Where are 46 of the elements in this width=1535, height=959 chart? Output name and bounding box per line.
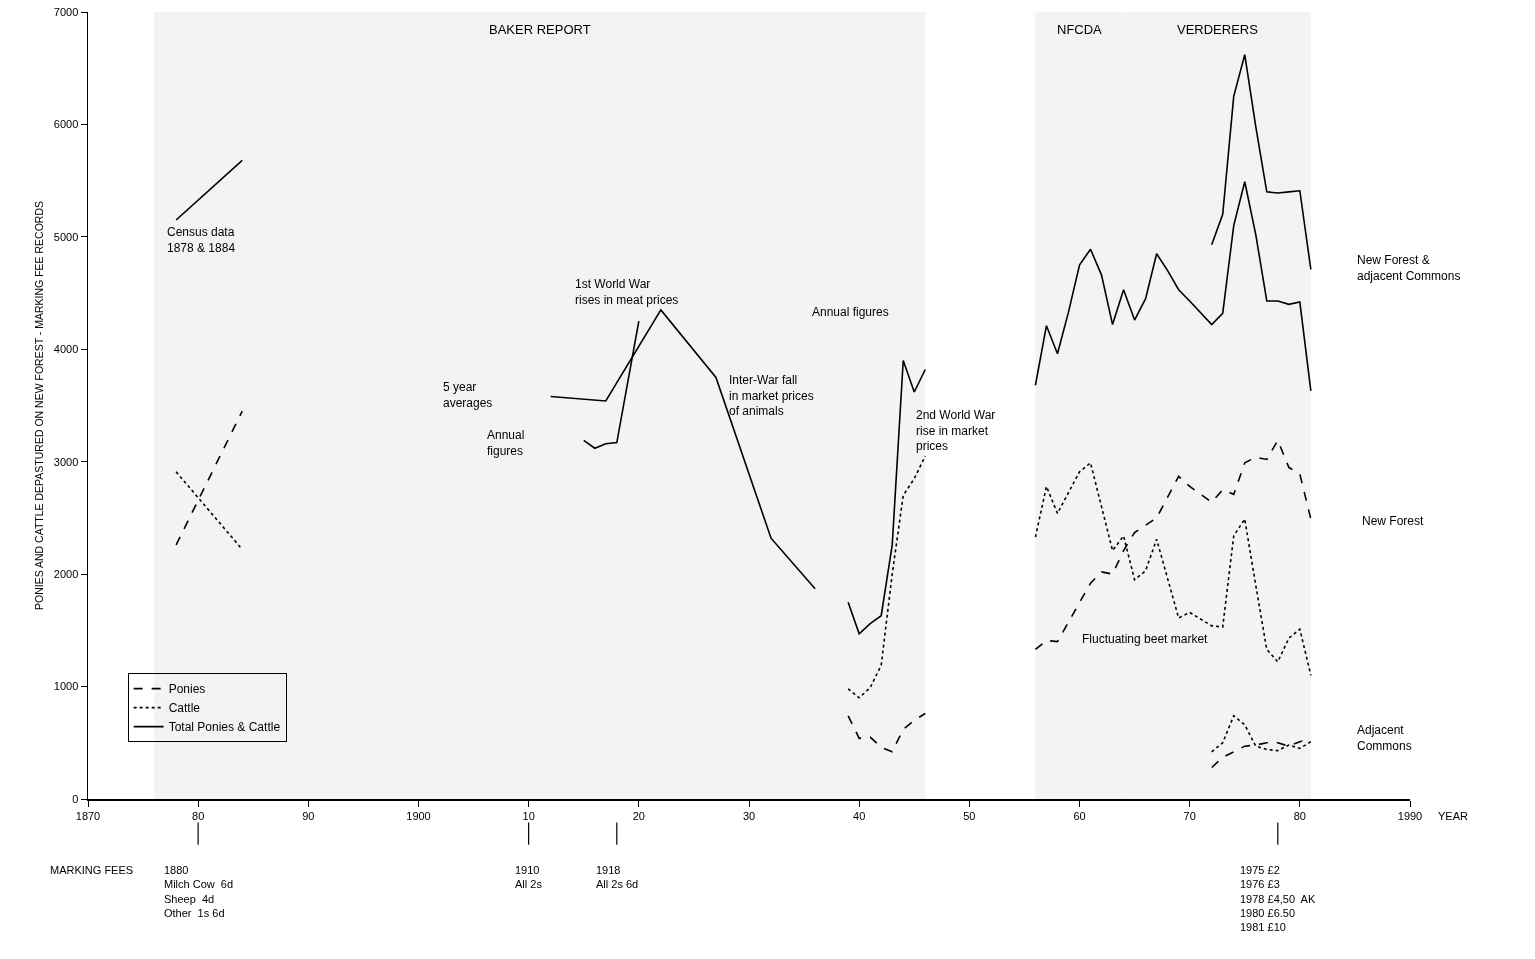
text: 1975 £2 1976 £3 1978 £4,50 AK 1980 £6.50 1981 £10 [1240,864,1316,934]
x-tick-label: 80 [192,809,205,822]
legend-label: Total Ponies & Cattle [168,720,281,735]
x-tick-label: 50 [963,809,976,822]
band-label: BAKER REPORT [489,22,591,37]
annotation: New Forest & adjacent Commons [1357,253,1461,283]
text: 1880 Milch Cow 6d Sheep 4d Other 1s 6d [164,864,234,919]
y-tick-label: 1000 [53,680,79,693]
text: MARKING FEES [50,864,134,876]
x-tick-label: 1990 [1397,809,1423,822]
x-tick-label: 20 [632,809,645,822]
x-tick-label: 30 [742,809,756,822]
y-tick-label: 3000 [53,455,79,468]
y-axis-title: PONIES AND CATTLE DEPASTURED ON NEW FOREST - MARKING FEE RECORDS [32,201,45,610]
band-label: NFCDA [1057,22,1103,37]
annotation: Fluctuating beet market [1082,632,1209,646]
annotation: Census data 1878 & 1884 [167,225,236,255]
y-tick-label: 7000 [53,5,79,18]
annotation: 5 year averages [443,380,493,410]
x-tick-label: 90 [302,809,315,822]
text: 1918 All 2s 6d [596,864,639,891]
x-axis-title: YEAR [1438,810,1469,822]
x-tick-label: 60 [1073,809,1086,822]
text: 1910 All 2s [515,864,543,891]
legend-label: Ponies [168,682,206,697]
annotation: Inter-War fall in market prices of animals [729,373,814,419]
x-tick-label: 80 [1293,809,1306,822]
annotation: Annual figures [487,428,525,458]
y-tick-label: 4000 [53,343,79,356]
x-tick-label: 1870 [75,809,101,822]
x-tick-label: 40 [853,809,866,822]
legend-label: Cattle [168,701,201,716]
x-tick-label: 1900 [406,809,431,822]
y-tick-label: 6000 [53,118,79,131]
annotation: New Forest [1362,514,1425,528]
band-label: VERDERERS [1177,22,1259,37]
line-series [1210,53,1312,271]
annotation: Annual figures [812,305,889,319]
x-tick-label: 70 [1183,809,1196,822]
x-tick-label: 10 [522,809,535,822]
annotation: 1st World War rises in meat prices [575,277,679,307]
y-tick-label: 2000 [53,567,79,580]
annotation: 2nd World War rise in market prices [916,408,996,454]
y-tick-label: 0 [72,792,79,805]
y-tick-label: 5000 [53,230,79,243]
annotation: Adjacent Commons [1357,723,1412,753]
